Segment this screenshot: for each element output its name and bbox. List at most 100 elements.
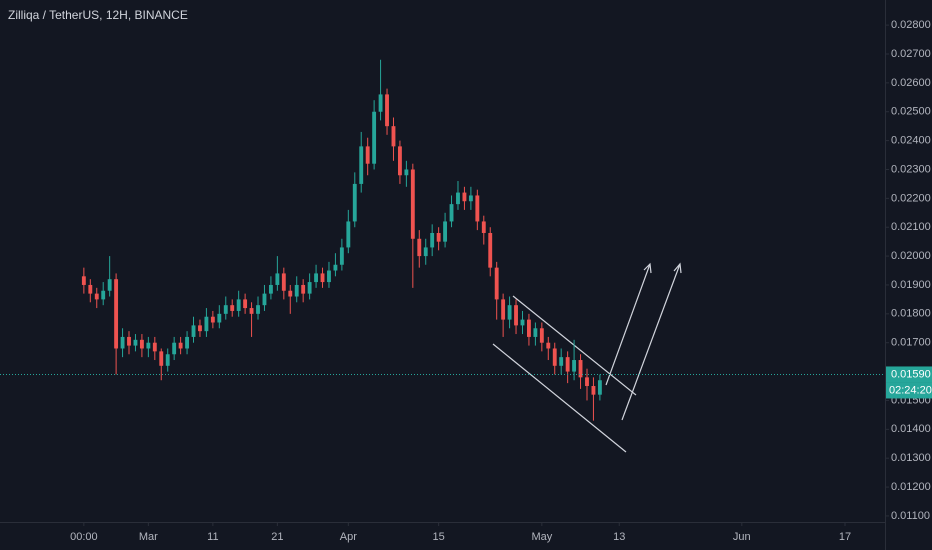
candle-body [204,316,209,332]
candle-body [423,247,428,257]
candle-body [591,386,596,395]
candle-body [191,325,196,337]
candle-body [94,293,99,300]
y-tick-label: 0.02400 [891,135,931,147]
candle-body [359,146,364,184]
candle-body [256,305,260,314]
candle-body [462,192,467,202]
candle-body [127,336,131,346]
candle-body [185,336,189,349]
candle-body [456,192,460,205]
candle-body [223,305,228,314]
candle-body [327,270,331,283]
candle-body [81,276,86,285]
candle-body [339,247,344,265]
candle-body [481,221,486,233]
candle-body [410,169,415,239]
x-tick-label: 21 [271,531,283,543]
candle-body [527,319,531,337]
candle-body [546,342,551,349]
candle-body [494,267,499,300]
y-tick-label: 0.02700 [891,48,931,60]
price-tag [886,366,932,383]
candle-body [585,377,589,387]
y-tick-label: 0.01900 [891,279,931,291]
x-tick-label: 00:00 [70,531,98,543]
chart-title: Zilliqa / TetherUS, 12H, BINANCE [8,8,188,22]
candle-body [514,305,518,326]
candle-body [539,328,544,343]
x-tick-label: 11 [207,531,218,543]
candle-body [88,284,93,294]
candle-body [565,357,570,372]
candle-body [533,328,538,337]
candle-body [281,273,286,291]
arrow-2 [621,263,681,421]
x-tick-label: 17 [839,531,851,543]
y-tick-label: 0.01300 [891,452,931,464]
candle-body [307,282,312,294]
candle-body [468,195,473,202]
candle-body [268,284,273,294]
candle-body [397,146,402,176]
y-tick-label: 0.01100 [891,510,930,522]
candle-body [417,238,422,257]
candle-body [243,299,248,309]
y-tick-label: 0.02300 [891,163,931,175]
candle-body [236,299,241,311]
price-tag-label: 0.01590 [891,368,931,380]
candle-body [404,169,409,176]
candle-body [578,360,583,378]
candle-body [572,360,577,372]
candle-body [320,273,325,283]
x-tick-label: 13 [613,531,625,543]
candle-body [275,273,280,285]
x-tick-label: Mar [139,531,158,543]
candle-body [552,348,557,366]
channel-lower [492,343,627,453]
candle-body [288,290,293,297]
y-tick-label: 0.01800 [891,308,931,320]
y-tick-label: 0.01700 [891,337,931,349]
candle-body [314,273,319,283]
arrow-2-head [673,262,682,274]
candle-body [165,354,170,366]
arrow-1-head [643,262,652,274]
candle-body [488,232,493,268]
x-tick-label: May [531,531,552,543]
candle-body [114,279,119,349]
candle-body [301,284,306,294]
candle-body [333,264,338,271]
candle-body [475,195,480,222]
candle-body [262,293,267,306]
y-tick-label: 0.01200 [891,481,931,493]
candle-body [378,94,383,112]
candle-body [559,357,564,366]
candle-body [294,284,299,297]
candle-body [230,305,235,311]
arrow-1 [605,263,651,386]
candle-body [101,290,106,300]
y-tick-label: 0.02000 [891,250,931,262]
x-tick-label: Apr [340,531,357,543]
x-tick-label: Jun [733,531,751,543]
candle-body [139,339,144,349]
candle-body [159,351,164,366]
candle-body [520,319,525,326]
y-tick-label: 0.02200 [891,192,931,204]
candle-body [107,279,112,291]
candle-body [501,299,506,320]
candle-body [385,94,389,127]
y-tick-label: 0.02100 [891,221,931,233]
candle-body [210,316,215,323]
candle-body [443,221,448,242]
candle-body [365,146,370,164]
candle-body [352,183,357,222]
countdown-label: 02:24:20 [889,384,932,396]
x-tick-label: 15 [433,531,445,543]
candle-body [120,336,125,349]
candle-body [198,325,202,332]
